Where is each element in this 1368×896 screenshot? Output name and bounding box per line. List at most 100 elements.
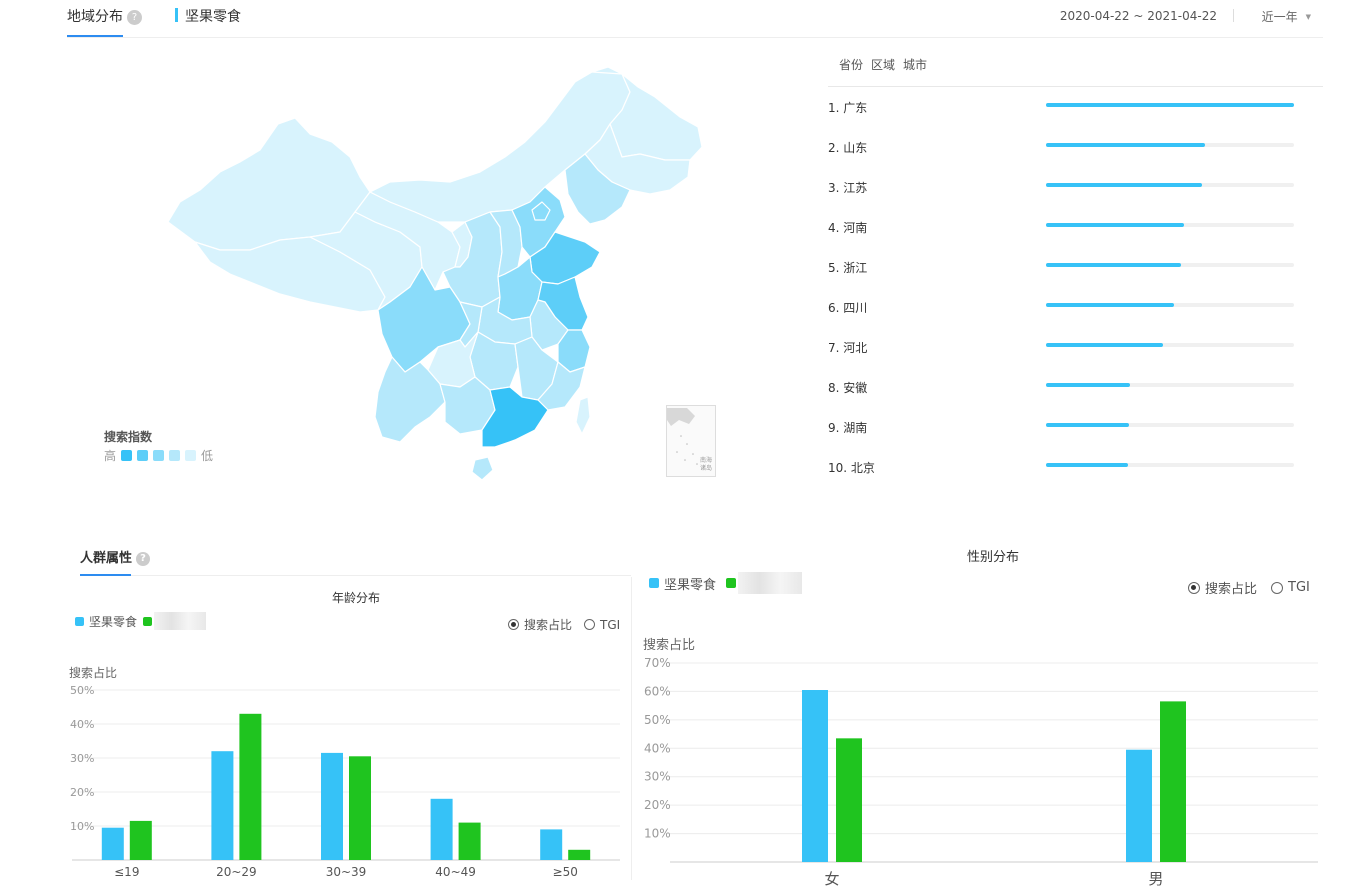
gender-chart-title: 性别分布 [967, 550, 1020, 565]
tab-city[interactable]: 城市 [903, 58, 928, 72]
rank-bar-track [1046, 423, 1294, 427]
rank-bar-track [1046, 463, 1294, 467]
gender-y-axis-title: 搜索占比 [643, 638, 696, 653]
radio-tgi[interactable] [584, 619, 596, 630]
map-region-guangdong[interactable] [481, 386, 549, 448]
period-select[interactable]: 近一年 ▼ [1262, 8, 1311, 25]
y-tick-label: 40% [644, 741, 671, 755]
map-region-xinjiang[interactable] [167, 117, 371, 251]
radio-share-label[interactable]: 搜索占比 [1205, 582, 1258, 597]
rank-bar-fill [1046, 463, 1128, 467]
tab-province[interactable]: 省份 [839, 58, 864, 72]
inset-label-line-2: 诸岛 [699, 465, 712, 472]
rank-row: 1. 广东 [828, 96, 1298, 136]
blurred-compare-label [738, 572, 803, 594]
map-region-hainan[interactable] [471, 456, 494, 481]
y-tick-label: 50% [644, 713, 671, 727]
bar-compare[interactable] [568, 849, 591, 860]
china-map [160, 62, 720, 482]
top-tab-bar: 地域分布? 坚果零食 2020-04-22 ~ 2021-04-22 近一年 ▼ [67, 0, 1323, 38]
map-legend-scale: 高 低 [104, 447, 213, 464]
legend-swatch-keyword [75, 616, 84, 626]
rank-row: 2. 山东 [828, 136, 1298, 176]
south-china-sea-inset: 南海 诸岛 [666, 405, 716, 477]
radio-share-label[interactable]: 搜索占比 [524, 618, 573, 632]
section-divider [631, 577, 632, 880]
rank-bar-fill [1046, 223, 1184, 227]
map-legend: 搜索指数 高 低 [104, 428, 213, 464]
map-legend-swatch-5 [185, 450, 197, 461]
bar-keyword[interactable] [1126, 749, 1152, 862]
rank-label: 3. 江苏 [828, 181, 868, 195]
map-legend-title: 搜索指数 [104, 430, 153, 444]
period-label: 近一年 [1261, 10, 1298, 24]
radio-share[interactable] [1188, 581, 1200, 594]
tab-area[interactable]: 区域 [871, 58, 896, 72]
bar-compare[interactable] [1160, 701, 1186, 862]
rank-row: 10. 北京 [828, 456, 1298, 496]
y-tick-label: 30% [70, 752, 94, 765]
map-legend-swatch-4 [169, 450, 181, 461]
china-map-svg [167, 66, 703, 481]
gender-chart-svg: 10% 20% 30% 40% 50% 60% 70% 女 男 [644, 656, 1318, 888]
bar-compare[interactable] [836, 738, 862, 862]
bar-compare[interactable] [458, 822, 481, 860]
bar-compare[interactable] [349, 756, 371, 860]
x-tick-label: ≤19 [114, 865, 139, 879]
help-icon[interactable]: ? [127, 10, 142, 25]
ranking-list: 1. 广东 2. 山东 3. 江苏 4. 河南 5. 浙江 6. 四川 7. 河北 8. 安徽… [828, 96, 1298, 496]
radio-share[interactable] [508, 619, 519, 630]
map-region-taiwan[interactable] [575, 396, 591, 435]
y-tick-label: 50% [70, 684, 94, 697]
map-legend-swatch-3 [153, 450, 165, 461]
y-tick-label: 40% [70, 718, 94, 731]
map-region-liaoning[interactable] [564, 153, 631, 225]
tab-region-distribution[interactable]: 地域分布? [67, 6, 142, 26]
rank-bar-track [1046, 103, 1294, 107]
active-tab-underline [67, 35, 123, 37]
map-region-beijing[interactable] [531, 201, 551, 221]
x-tick-label: 30~39 [326, 865, 367, 879]
rank-label: 8. 安徽 [828, 381, 868, 395]
help-icon[interactable]: ? [136, 552, 151, 566]
inset-label-line-1: 南海 [699, 457, 712, 464]
blurred-compare-label [154, 612, 207, 630]
rank-row: 3. 江苏 [828, 176, 1298, 216]
rank-bar-fill [1046, 383, 1131, 387]
rank-bar-fill [1046, 103, 1294, 107]
rank-row: 4. 河南 [828, 216, 1298, 256]
header-divider [1233, 9, 1234, 22]
rank-bar-track [1046, 303, 1294, 307]
bar-keyword[interactable] [211, 751, 234, 860]
radio-tgi-label[interactable]: TGI [600, 617, 621, 632]
rank-label: 5. 浙江 [828, 261, 868, 275]
rank-label: 1. 广东 [828, 101, 868, 115]
y-tick-label: 30% [644, 770, 671, 784]
tab-region-label: 地域分布 [67, 9, 123, 25]
bar-keyword[interactable] [321, 752, 343, 860]
bar-keyword[interactable] [430, 798, 453, 860]
bar-compare[interactable] [239, 713, 262, 860]
rank-label: 7. 河北 [828, 341, 868, 355]
rank-label: 6. 四川 [828, 301, 868, 315]
legend-swatch-compare [143, 616, 153, 626]
rank-bar-track [1046, 383, 1294, 387]
bar-keyword[interactable] [802, 690, 828, 862]
inset-label: 南海 诸岛 [700, 457, 712, 473]
x-tick-label: 女 [824, 870, 839, 888]
map-region-yunnan[interactable] [374, 356, 446, 443]
map-legend-low: 低 [201, 449, 214, 463]
radio-tgi[interactable] [1271, 581, 1284, 594]
crowd-attributes-tab[interactable]: 人群属性? [80, 547, 151, 566]
date-range[interactable]: 2020-04-22 ~ 2021-04-22 [1059, 9, 1217, 23]
rank-row: 7. 河北 [828, 336, 1298, 376]
chevron-down-icon: ▼ [1305, 13, 1311, 21]
ranking-tabs: 省份 区域 城市 [828, 56, 1323, 87]
rank-bar-track [1046, 223, 1294, 227]
bar-keyword[interactable] [101, 827, 124, 860]
radio-tgi-label[interactable]: TGI [1288, 580, 1310, 595]
bar-compare[interactable] [129, 820, 152, 860]
y-tick-label: 10% [70, 820, 94, 833]
bar-keyword[interactable] [540, 829, 563, 860]
legend-swatch-keyword [649, 578, 659, 588]
